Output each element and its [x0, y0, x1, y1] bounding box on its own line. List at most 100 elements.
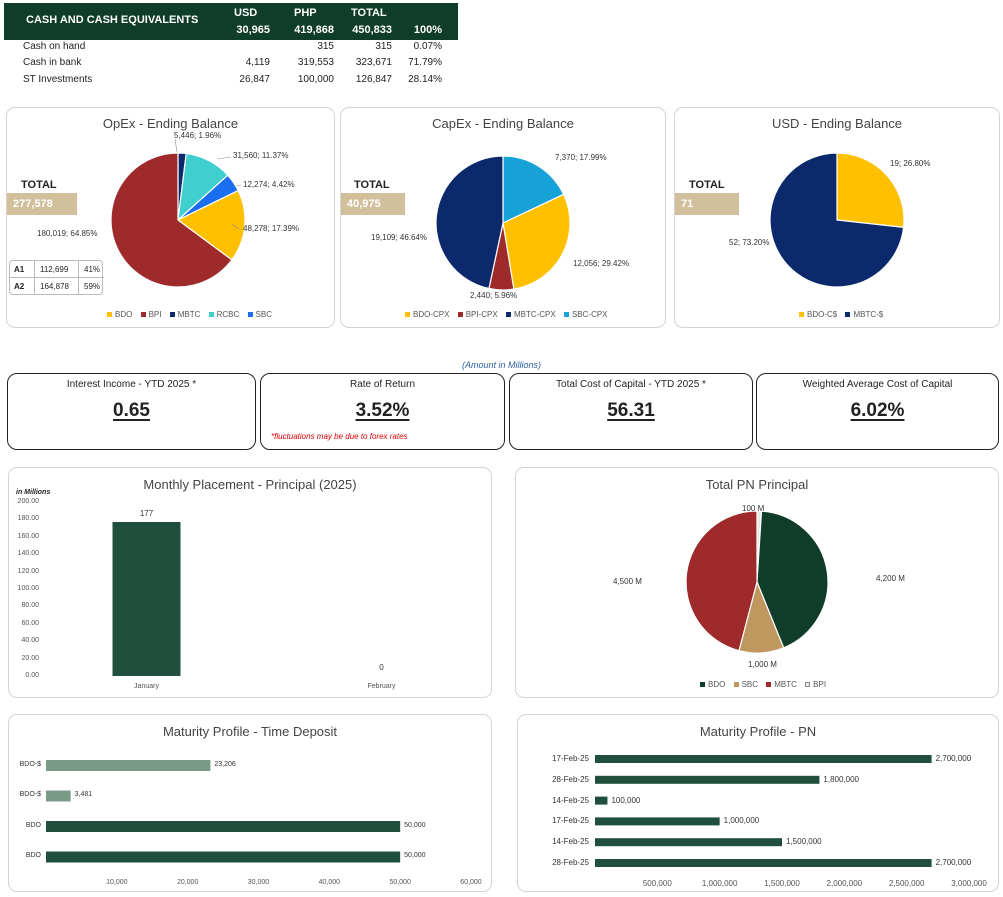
cash-title: CASH AND CASH EQUIVALENTS: [26, 14, 199, 26]
pn-title: Total PN Principal: [705, 477, 809, 492]
category-label: BDO-$: [19, 760, 41, 768]
legend-bdo-cpx: BDO-CPX: [413, 310, 450, 319]
col-usd: USD: [234, 7, 258, 19]
legend-swatch: [799, 312, 804, 317]
legend-rcbc: RCBC: [216, 310, 240, 319]
opex-total-value: 277,578: [7, 193, 77, 215]
capex-panel: CapEx - Ending Balance TOTAL 40,975 7,37…: [340, 107, 666, 328]
row-label: Cash in bank: [23, 57, 82, 68]
monthly-ylabel: in Millions: [16, 489, 51, 496]
legend-sbc-cpx: SBC-CPX: [571, 310, 608, 319]
usd-label-mbtc: 52; 73.20%: [729, 238, 770, 247]
bar-value-label: 23,206: [214, 760, 236, 768]
usd-total: 30,965: [236, 24, 270, 36]
pn-label-mbtc: 4,500 M: [613, 577, 642, 586]
bar-2: [595, 796, 608, 805]
usd-pie: [769, 152, 905, 288]
x-tick-label: 500,000: [642, 879, 672, 888]
kpi-value: 56.31: [607, 400, 655, 421]
a-pct: 41%: [84, 265, 101, 274]
row-total: 126,847: [355, 74, 392, 85]
capex-pie: [435, 155, 571, 291]
y-tick-label: 140.00: [17, 550, 39, 558]
bar-value-label: 1,000,000: [723, 816, 760, 826]
capex-title: CapEx - Ending Balance: [432, 116, 574, 131]
row-php: 315: [317, 41, 334, 52]
leader-line: [231, 223, 240, 230]
opex-label-bdo: 48,278; 17.39%: [243, 224, 300, 233]
category-label: 28-Feb-25: [552, 858, 589, 867]
legend-bpi: BPI: [813, 680, 827, 689]
maturity-td-panel: Maturity Profile - Time Deposit BDO-$ 23,…: [8, 714, 492, 892]
mpn-title: Maturity Profile - PN: [699, 724, 817, 739]
a-value: 164,878: [40, 282, 69, 291]
category-label: BDO-$: [19, 791, 41, 798]
bar-value-label: 0: [379, 663, 384, 672]
legend-bpi-cpx: BPI-CPX: [465, 310, 498, 319]
x-tick-label: 1,500,000: [764, 879, 800, 888]
a-name: A1: [14, 265, 25, 274]
legend-swatch: [805, 682, 811, 687]
legend-mbtc: MBTC: [177, 310, 201, 319]
capex-legend: BDO-CPX BPI-CPX MBTC-CPX SBC-CPX: [399, 310, 608, 319]
bar-0: [46, 760, 211, 771]
legend-sbc: SBC: [255, 310, 272, 319]
pie-slice-bdo: [756, 510, 829, 649]
bar-value-label: 100,000: [611, 795, 641, 805]
x-tick-label: 3,000,000: [951, 879, 987, 888]
pn-label-sbc: 1,000 M: [748, 660, 777, 669]
pie-slice-bdo-cpx: [502, 193, 571, 290]
monthly-placement-panel: Monthly Placement - Principal (2025) in …: [8, 467, 492, 698]
pct-total: 100%: [413, 24, 442, 36]
cash-header: CASH AND CASH EQUIVALENTS USD PHP TOTAL …: [4, 3, 458, 40]
y-tick-label: 120.00: [17, 567, 39, 575]
kpi-title: Interest Income - YTD 2025 *: [66, 379, 197, 390]
a-divider: [78, 261, 79, 295]
kpi-wacc: Weighted Average Cost of Capital 6.02%: [756, 373, 999, 450]
y-tick-label: 60.00: [21, 619, 39, 627]
a-pct: 59%: [84, 282, 101, 291]
row-php: 100,000: [297, 74, 334, 85]
x-tick-label: 20,000: [176, 879, 199, 886]
bar-value-label: 50,000: [404, 821, 426, 829]
row-usd: 26,847: [239, 74, 270, 85]
pie-slice-bdo-c-: [836, 152, 905, 229]
a-row: A2 164,878 59%: [10, 278, 104, 295]
bar-1: [46, 790, 71, 802]
category-label: BDO: [25, 852, 41, 859]
category-label: BDO: [25, 821, 41, 829]
bar-value-label: 177: [139, 509, 154, 518]
bar-january: [112, 522, 181, 676]
row-pct: 28.14%: [408, 74, 442, 85]
y-tick-label: 180.00: [17, 515, 39, 523]
grand-total: 450,833: [352, 24, 392, 36]
x-tick-label: 30,000: [247, 879, 270, 886]
pie-slice-mbtc-cpx: [435, 155, 504, 290]
pn-label-bpi: 100 M: [742, 504, 765, 513]
pie-slice-sbc-cpx: [502, 155, 565, 224]
y-tick-label: 0.00: [25, 672, 39, 679]
pn-principal-panel: Total PN Principal 4,200 M 1,000 M 4,500…: [515, 467, 999, 698]
php-total: 419,868: [294, 24, 334, 36]
bar-3: [46, 851, 401, 863]
legend-swatch: [766, 682, 772, 687]
kpi-value: 3.52%: [355, 400, 410, 421]
mpn-chart: [595, 755, 932, 867]
td-title: Maturity Profile - Time Deposit: [162, 724, 338, 739]
pn-label-bdo: 4,200 M: [876, 574, 905, 583]
x-tick-label: 60,000: [460, 879, 482, 886]
a-name: A2: [14, 282, 25, 291]
capex-label-bpi: 2,440; 5.96%: [470, 291, 518, 300]
amount-note: (Amount in Millions): [461, 360, 542, 370]
legend-bpi: BPI: [148, 310, 162, 319]
legend-bdo: BDO: [708, 680, 726, 689]
bar-value-label: 1,500,000: [786, 837, 822, 847]
opex-label-sbc: 12,274; 4.42%: [243, 180, 295, 189]
category-label: 14-Feb-25: [552, 795, 589, 805]
legend-swatch: [845, 312, 851, 317]
opex-panel: OpEx - Ending Balance TOTAL 277,578 5,44…: [6, 107, 335, 328]
bar-value-label: 2,700,000: [935, 858, 972, 867]
bar-1: [595, 775, 820, 784]
pie-slice-bdo: [176, 189, 246, 261]
kpi-rate-of-return: Rate of Return 3.52% *fluctuations may b…: [260, 373, 505, 450]
